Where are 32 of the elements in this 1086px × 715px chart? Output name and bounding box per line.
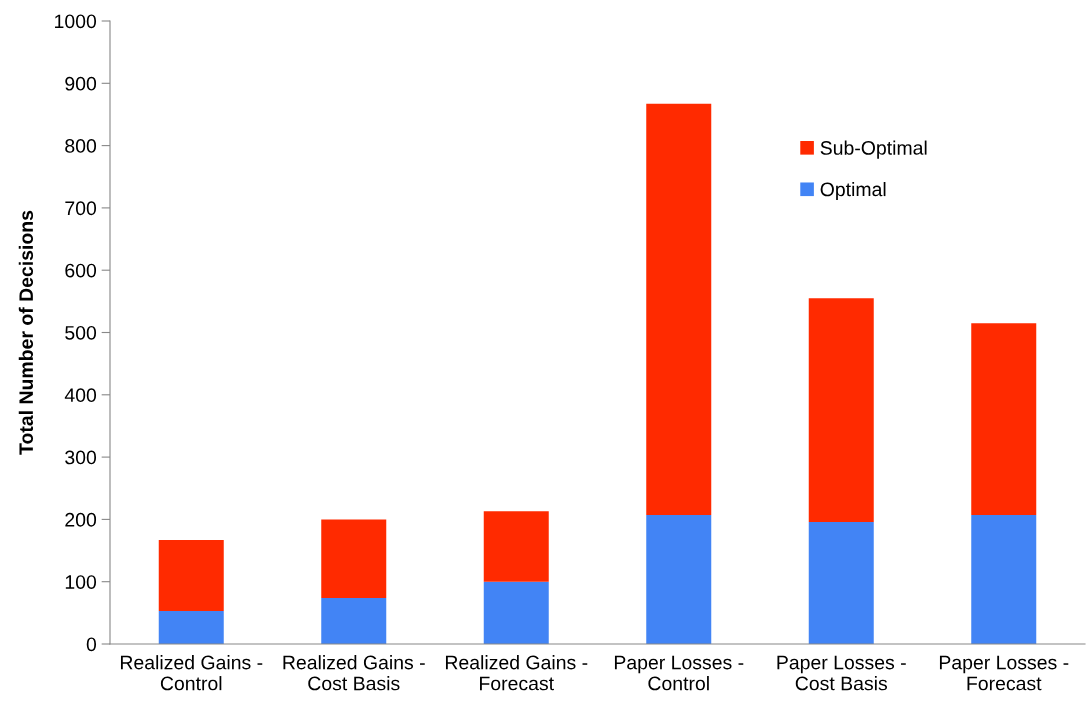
bar: [971, 323, 1037, 516]
x-tick-label: Realized Gains - Forecast: [445, 655, 588, 691]
bar: [646, 515, 712, 644]
y-tick-label: 300: [65, 450, 97, 465]
bar: [321, 519, 387, 598]
y-tick-label: 400: [64, 388, 97, 403]
bar: [158, 610, 224, 644]
y-tick-label: 200: [65, 512, 97, 527]
legend-label: Sub-Optimal: [820, 140, 927, 159]
bar: [158, 539, 224, 611]
bar: [808, 298, 874, 522]
x-tick-label: Realized Gains - Cost Basis: [283, 655, 425, 691]
x-tick-label: Paper Losses - Cost Basis: [777, 655, 906, 691]
y-tick-label: 500: [65, 325, 97, 340]
y-tick-label: 600: [65, 263, 97, 278]
bar: [808, 521, 874, 644]
y-tick-label: 0: [86, 637, 97, 652]
y-tick-label: 900: [65, 76, 97, 91]
legend-label: Optimal: [820, 182, 886, 201]
y-tick-label: 800: [65, 139, 97, 153]
x-tick-label: Paper Losses - Forecast: [939, 655, 1069, 691]
bar: [483, 581, 549, 644]
bar: [321, 597, 387, 644]
x-tick-label: Realized Gains - Control: [120, 655, 263, 691]
bar: [483, 511, 549, 582]
y-tick-label: 1000: [55, 14, 97, 29]
x-tick-label: Paper Losses - Control: [614, 655, 744, 691]
bar: [971, 515, 1037, 644]
y-tick-label: 700: [65, 201, 97, 216]
y-tick-label: 100: [65, 575, 97, 589]
y-axis-title: Total Number of Decisions: [18, 210, 34, 455]
bar: [646, 103, 712, 516]
